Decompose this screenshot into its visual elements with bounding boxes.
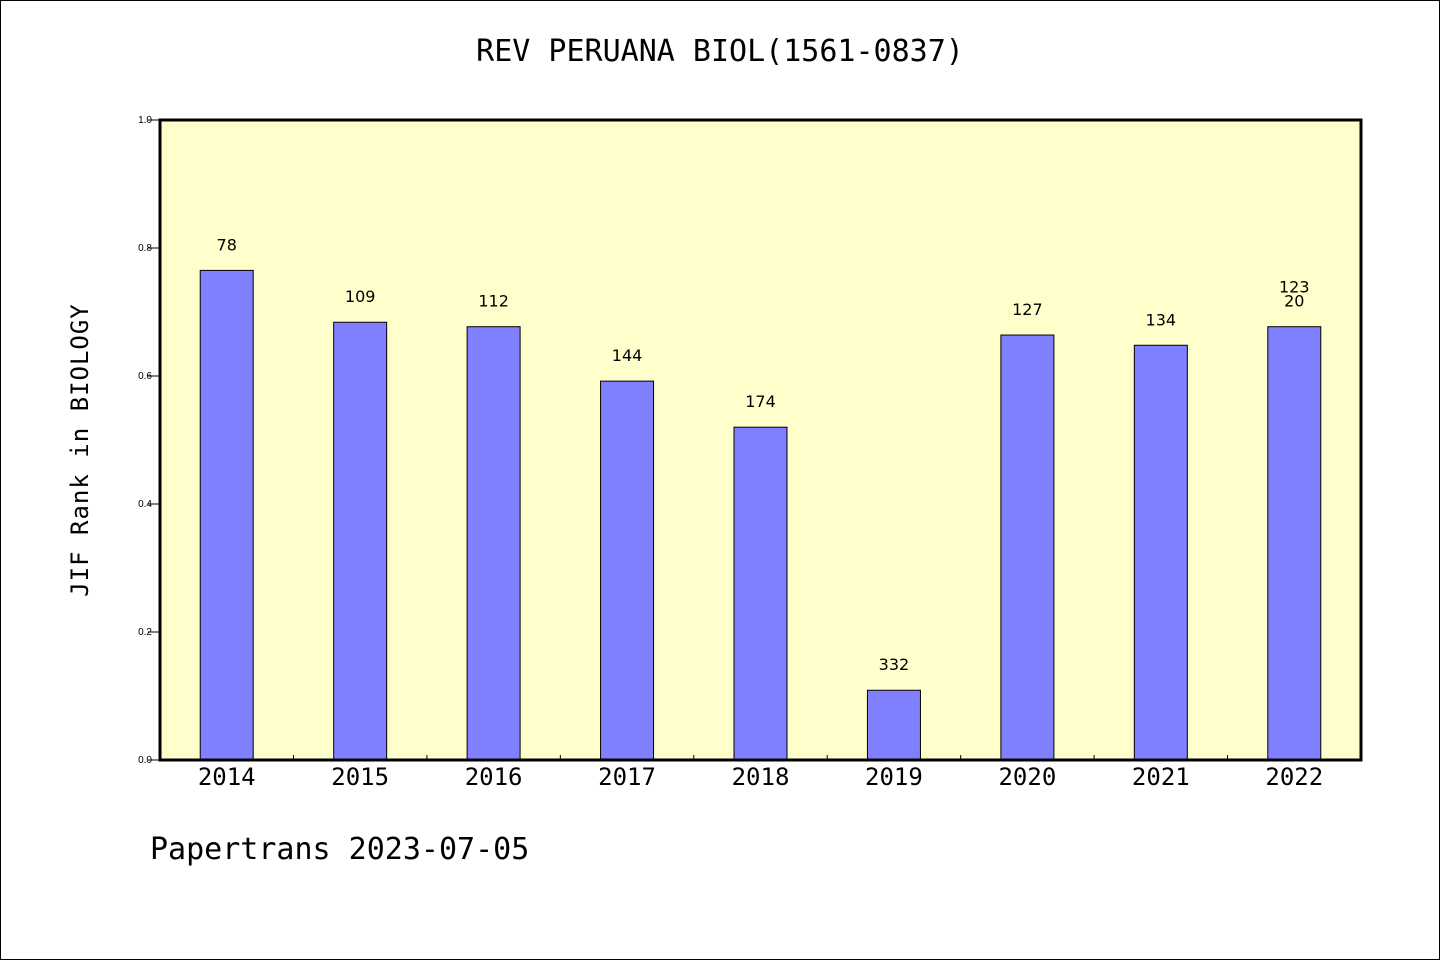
bar-labels-group: 78 109 112 144 174 332 127 134 123 20 [217,235,1310,674]
x-tick-label-2017: 2017 [598,763,656,791]
bar-label-2014: 78 [217,235,237,254]
bar-2022 [1267,326,1322,761]
x-tick-label-2018: 2018 [732,763,790,791]
bar-label-2016: 112 [478,292,509,311]
bar-label-2017: 144 [612,346,643,365]
x-tick-label-2021: 2021 [1132,763,1190,791]
x-axis-ticks: 2014 2015 2016 2017 2018 2019 2020 2021 2022 [198,755,1323,791]
x-tick-label-2014: 2014 [198,763,256,791]
x-tick-label-2020: 2020 [998,763,1056,791]
bar-2016 [466,326,521,761]
footer-note: Papertrans 2023-07-05 [150,832,530,867]
chart-title: REV PERUANA BIOL(1561-0837) [476,34,964,69]
x-tick-label-2016: 2016 [465,763,523,791]
bar-label-2022: 123 20 [1279,278,1310,311]
bar-2018 [733,426,788,761]
bar-2020 [1000,334,1055,761]
x-tick-label-2019: 2019 [865,763,923,791]
bar-2017 [600,380,655,761]
bar-label-2020: 127 [1012,300,1043,319]
bar-2019 [866,689,921,761]
y-tick-label: 0.4 [138,499,152,510]
y-tick-label: 0.2 [138,627,152,638]
bar-2021 [1133,344,1188,761]
y-axis-ticks: 0.0 0.2 0.4 0.6 0.8 1.0 [138,115,160,766]
bar-label-2015: 109 [345,287,376,306]
x-tick-label-2022: 2022 [1265,763,1323,791]
plot-border [158,118,1363,762]
bars-group [199,269,1322,761]
y-tick-label: 1.0 [138,115,152,126]
y-tick-label: 0.0 [138,755,152,766]
bar-label-2021: 134 [1146,310,1177,329]
x-tick-label-2015: 2015 [331,763,389,791]
y-tick-label: 0.6 [138,371,152,382]
bar-2014 [199,269,254,761]
y-tick-label: 0.8 [138,243,152,254]
bar-label-2018: 174 [745,392,776,411]
bar-label-2019: 332 [879,655,910,674]
bar-2015 [333,321,388,761]
